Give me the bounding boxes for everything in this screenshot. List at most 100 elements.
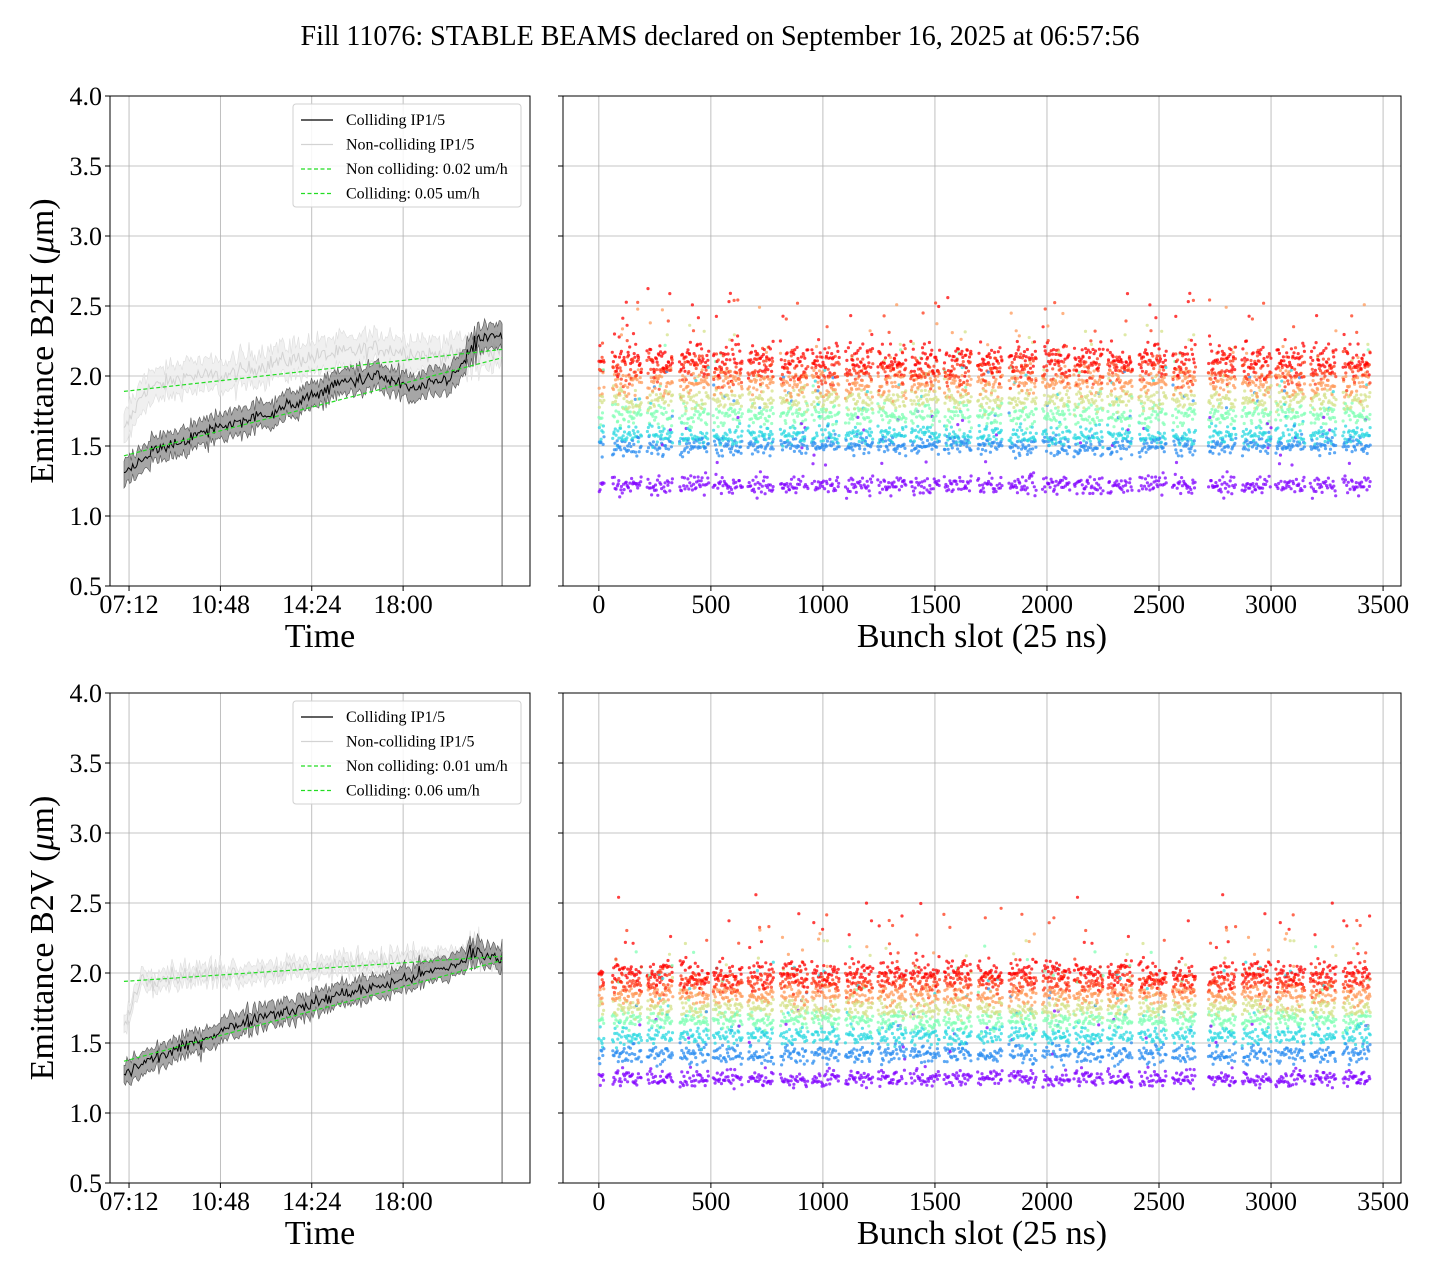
scatter-point xyxy=(1108,364,1112,368)
scatter-point xyxy=(1186,300,1190,304)
scatter-point xyxy=(716,425,720,429)
scatter-point xyxy=(1257,359,1261,363)
scatter-point xyxy=(1012,405,1016,410)
scatter-point xyxy=(811,384,815,388)
scatter-point xyxy=(692,352,696,356)
scatter-point xyxy=(739,367,743,371)
scatter-point xyxy=(698,412,703,416)
scatter-point xyxy=(1224,361,1228,366)
scatter-point xyxy=(757,361,761,366)
scatter-point xyxy=(1078,436,1082,440)
scatter-point xyxy=(706,365,711,370)
scatter-point xyxy=(666,437,670,441)
scatter-point xyxy=(649,367,653,371)
scatter-point xyxy=(1068,412,1072,416)
scatter-point xyxy=(749,398,753,402)
scatter-point xyxy=(827,415,831,420)
scatter-point xyxy=(914,390,918,394)
scatter-point xyxy=(825,444,829,448)
scatter-point xyxy=(759,425,763,429)
scatter-point xyxy=(702,386,706,390)
scatter-point xyxy=(1220,406,1224,410)
scatter-point xyxy=(817,376,821,380)
scatter-point xyxy=(1033,494,1037,498)
scatter-point xyxy=(654,393,659,397)
scatter-point xyxy=(954,479,958,483)
scatter-point xyxy=(1110,393,1114,397)
scatter-point xyxy=(1231,409,1235,413)
scatter-point xyxy=(1044,364,1049,368)
scatter-point xyxy=(919,484,924,488)
scatter-point xyxy=(762,348,766,352)
scatter-point xyxy=(918,361,922,365)
scatter-point xyxy=(1109,389,1114,393)
scatter-point xyxy=(878,352,882,356)
scatter-point xyxy=(670,393,675,397)
scatter-point xyxy=(1014,456,1018,460)
scatter-point xyxy=(926,393,931,397)
scatter-point xyxy=(1128,481,1132,485)
scatter-point xyxy=(1181,384,1186,388)
scatter-point xyxy=(1096,366,1100,370)
scatter-point xyxy=(792,388,796,392)
scatter-point xyxy=(1146,388,1150,392)
scatter-point xyxy=(783,419,787,423)
scatter-point xyxy=(758,406,762,410)
scatter-point xyxy=(900,484,904,488)
scatter-point xyxy=(1125,390,1130,394)
y-tick-label: 0.5 xyxy=(70,572,103,601)
scatter-point xyxy=(1025,347,1029,352)
scatter-point xyxy=(663,444,668,448)
scatter-point xyxy=(738,421,742,426)
scatter-point xyxy=(647,351,651,355)
scatter-point xyxy=(934,301,938,305)
scatter-point xyxy=(1233,419,1237,423)
scatter-point xyxy=(1046,324,1050,328)
scatter-point xyxy=(784,445,788,449)
scatter-point xyxy=(923,479,927,483)
scatter-point xyxy=(870,480,874,484)
scatter-point xyxy=(737,479,741,483)
scatter-point xyxy=(1210,395,1214,400)
scatter-point xyxy=(651,440,656,444)
scatter-point xyxy=(728,430,732,434)
scatter-point xyxy=(756,417,760,421)
scatter-point xyxy=(704,391,708,395)
scatter-point xyxy=(912,439,917,443)
scatter-point xyxy=(826,490,830,494)
scatter-point xyxy=(633,411,637,415)
scatter-point xyxy=(770,401,774,405)
scatter-point xyxy=(987,363,992,367)
scatter-point xyxy=(626,350,630,354)
scatter-point xyxy=(877,410,881,414)
scatter-point xyxy=(1091,374,1095,378)
scatter-point xyxy=(969,352,973,356)
scatter-point xyxy=(950,417,955,421)
scatter-point xyxy=(904,454,908,458)
scatter-point xyxy=(982,358,986,362)
scatter-point xyxy=(789,354,793,358)
scatter-point xyxy=(1130,384,1134,388)
scatter-point xyxy=(1089,392,1094,396)
scatter-point xyxy=(801,474,805,478)
scatter-point xyxy=(717,373,721,377)
scatter-point xyxy=(726,442,730,447)
scatter-point xyxy=(714,448,719,452)
scatter-point xyxy=(867,361,871,365)
scatter-point xyxy=(1249,362,1253,366)
scatter-point xyxy=(768,483,773,487)
scatter-point xyxy=(1072,455,1076,459)
scatter-point xyxy=(754,378,759,382)
scatter-point xyxy=(966,408,970,412)
scatter-point xyxy=(1130,396,1134,400)
scatter-point xyxy=(702,375,706,379)
scatter-point xyxy=(1234,432,1238,437)
scatter-point xyxy=(631,429,635,433)
scatter-point xyxy=(1229,348,1233,352)
scatter-point xyxy=(921,491,925,495)
scatter-point xyxy=(864,393,868,397)
scatter-point xyxy=(904,425,908,429)
scatter-point xyxy=(1124,403,1128,407)
scatter-point xyxy=(834,341,838,345)
scatter-point xyxy=(728,291,733,295)
